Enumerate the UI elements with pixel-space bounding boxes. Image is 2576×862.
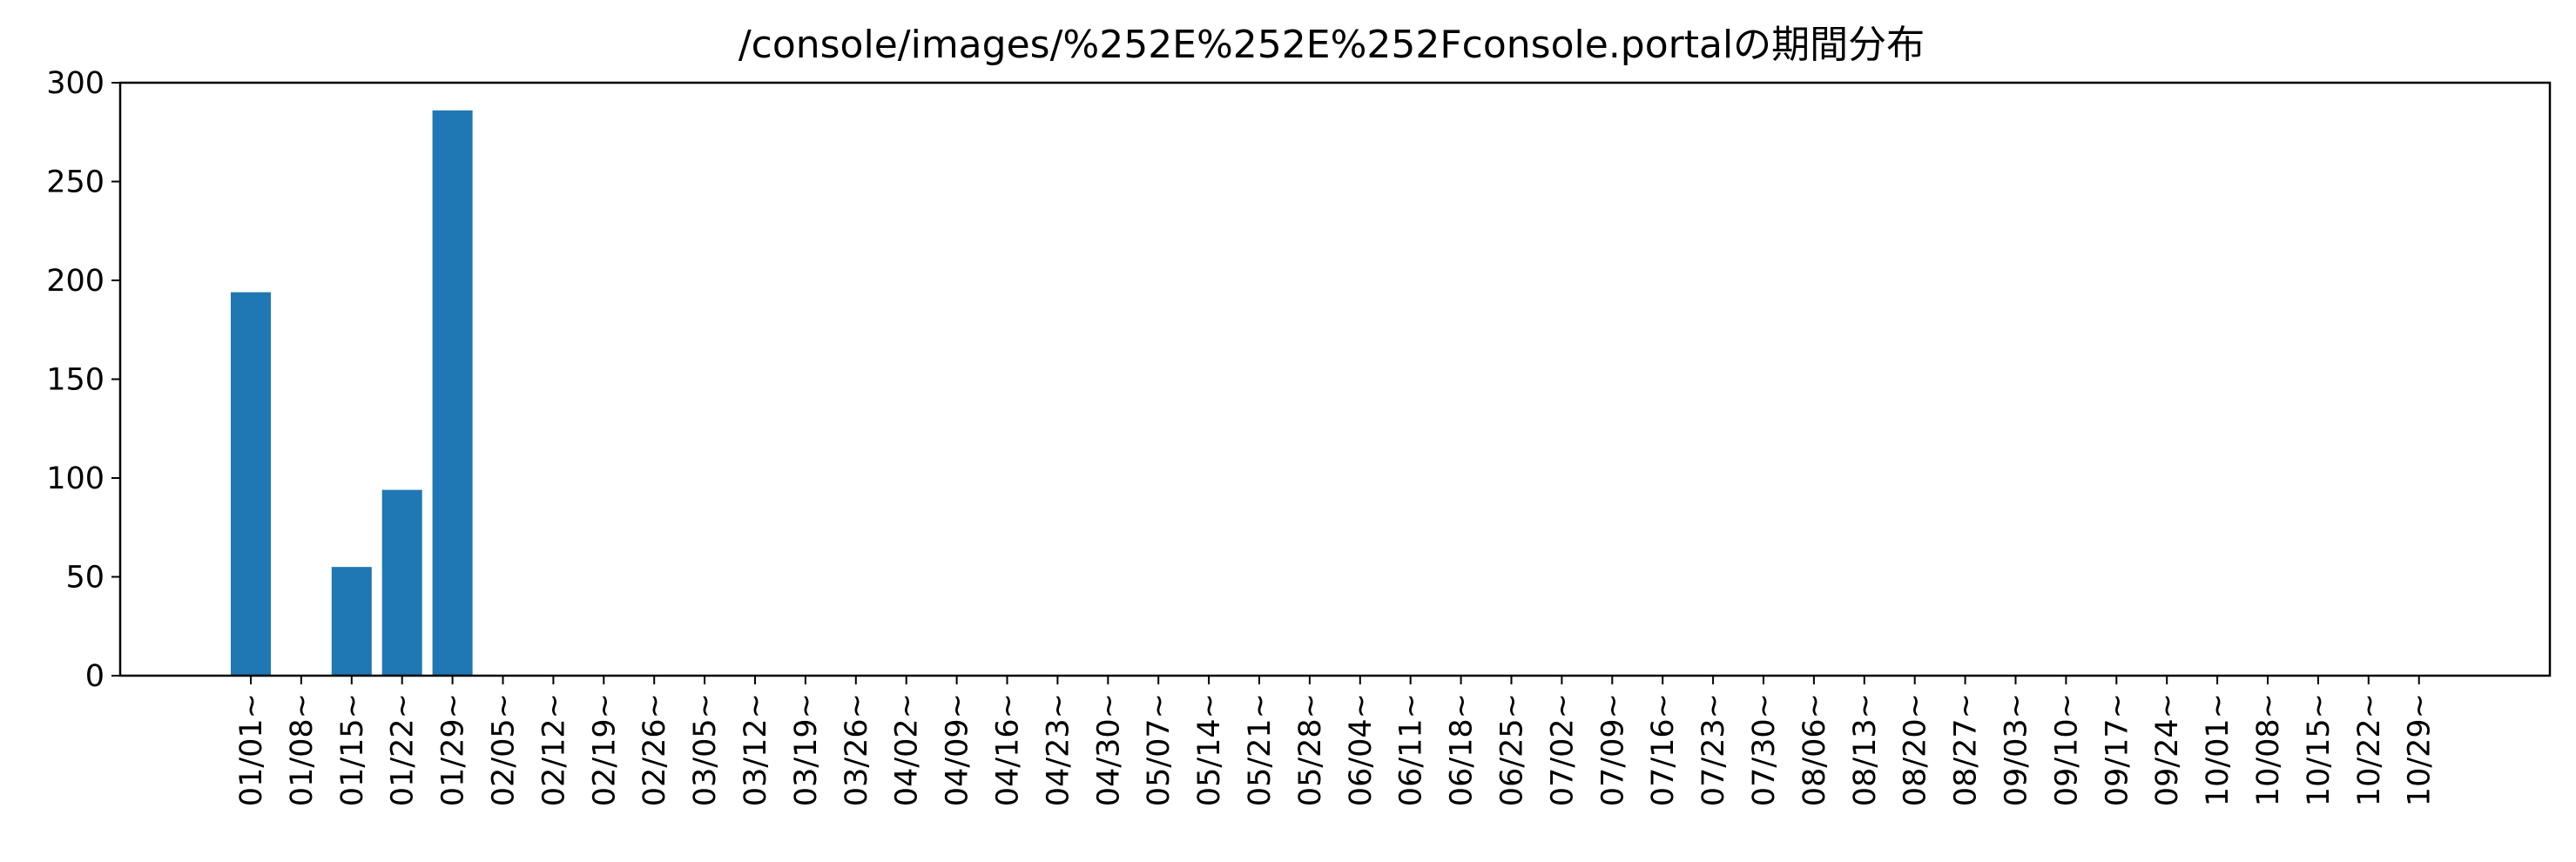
x-tick-label: 05/07~ <box>1142 693 1177 806</box>
y-tick-label: 100 <box>46 461 105 496</box>
x-tick-label: 10/08~ <box>2251 693 2286 806</box>
x-tick-label: 01/01~ <box>234 693 269 806</box>
bar-0129 <box>432 110 473 676</box>
y-tick-label: 250 <box>46 165 105 200</box>
x-tick-label: 09/03~ <box>1999 693 2034 806</box>
x-tick-label: 05/21~ <box>1243 693 1278 806</box>
x-tick-label: 03/26~ <box>840 693 874 806</box>
x-tick-label: 07/09~ <box>1595 693 1630 806</box>
bar-0122 <box>381 489 422 676</box>
x-tick-label: 02/19~ <box>587 693 622 806</box>
x-tick-label: 04/02~ <box>890 693 925 806</box>
x-tick-label: 10/01~ <box>2201 693 2235 806</box>
x-tick-label: 04/16~ <box>991 693 1026 806</box>
x-tick-label: 01/08~ <box>285 693 320 806</box>
x-tick-label: 07/23~ <box>1696 693 1731 806</box>
x-tick-label: 09/17~ <box>2100 693 2134 806</box>
x-tick-label: 03/12~ <box>738 693 773 806</box>
x-tick-label: 06/25~ <box>1495 693 1530 806</box>
x-tick-label: 01/29~ <box>436 693 471 806</box>
x-tick-label: 05/28~ <box>1293 693 1328 806</box>
x-tick-label: 10/15~ <box>2302 693 2337 806</box>
y-tick-label: 50 <box>65 561 105 596</box>
x-tick-label: 04/30~ <box>1091 693 1126 806</box>
x-tick-label: 03/19~ <box>789 693 824 806</box>
y-tick-label: 300 <box>46 66 105 101</box>
x-tick-label: 08/20~ <box>1898 693 1933 806</box>
bar-0101 <box>231 292 271 676</box>
x-tick-label: 01/15~ <box>335 693 370 806</box>
x-tick-label: 03/05~ <box>688 693 723 806</box>
y-tick-label: 150 <box>46 363 105 398</box>
x-tick-label: 10/29~ <box>2403 693 2438 806</box>
x-axis: 01/01~ 01/08~ 01/15~ 01/22~ 01/29~ 02/05~ 02/1… <box>234 676 2438 806</box>
x-tick-label: 01/22~ <box>386 693 421 806</box>
x-tick-label: 04/09~ <box>941 693 975 806</box>
x-tick-label: 10/22~ <box>2352 693 2387 806</box>
x-tick-label: 09/10~ <box>2049 693 2084 806</box>
plot-frame <box>118 81 2552 677</box>
x-tick-label: 09/24~ <box>2150 693 2185 806</box>
chart-title: /console/images/%252E%252E%252Fconsole.p… <box>738 23 1925 67</box>
x-tick-label: 02/05~ <box>487 693 522 806</box>
x-tick-label: 06/18~ <box>1445 693 1480 806</box>
x-tick-label: 07/30~ <box>1747 693 1782 806</box>
x-tick-label: 02/12~ <box>536 693 571 806</box>
x-tick-label: 08/27~ <box>1949 693 1984 806</box>
y-tick-label: 200 <box>46 264 105 299</box>
y-tick-label: 0 <box>85 659 105 694</box>
x-tick-label: 04/23~ <box>1041 693 1076 806</box>
x-tick-label: 06/04~ <box>1344 693 1379 806</box>
x-tick-label: 07/02~ <box>1545 693 1580 806</box>
x-tick-label: 08/06~ <box>1797 693 1832 806</box>
x-tick-label: 02/26~ <box>637 693 672 806</box>
bars-group <box>231 110 473 676</box>
bar-0115 <box>331 567 372 676</box>
x-tick-label: 08/13~ <box>1848 693 1883 806</box>
x-tick-label: 05/14~ <box>1192 693 1227 806</box>
y-axis: 0 50 100 150 200 250 300 <box>46 66 120 694</box>
x-tick-label: 06/11~ <box>1394 693 1429 806</box>
x-tick-label: 07/16~ <box>1646 693 1681 806</box>
